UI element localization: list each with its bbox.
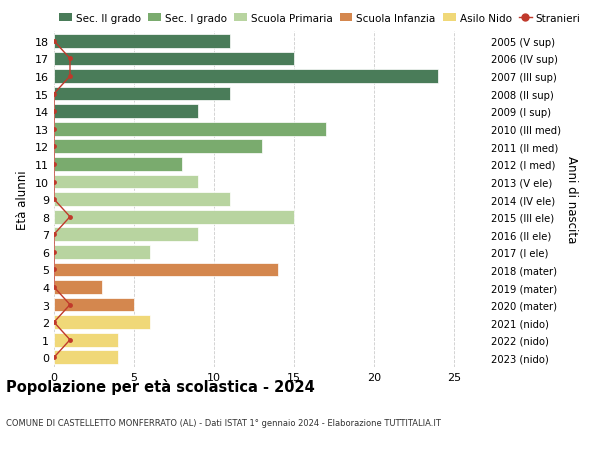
Bar: [54, 298, 134, 312]
Bar: [54, 70, 438, 84]
Bar: [54, 140, 262, 154]
Y-axis label: Età alunni: Età alunni: [16, 170, 29, 230]
Bar: [54, 351, 118, 364]
Bar: [54, 210, 294, 224]
Bar: [54, 280, 102, 294]
Bar: [54, 105, 198, 119]
Bar: [54, 158, 182, 171]
Bar: [54, 316, 150, 329]
Bar: [54, 35, 230, 49]
Y-axis label: Anni di nascita: Anni di nascita: [565, 156, 578, 243]
Bar: [54, 193, 230, 207]
Bar: [54, 246, 150, 259]
Text: COMUNE DI CASTELLETTO MONFERRATO (AL) - Dati ISTAT 1° gennaio 2024 - Elaborazion: COMUNE DI CASTELLETTO MONFERRATO (AL) - …: [6, 418, 441, 427]
Bar: [54, 123, 326, 136]
Legend: Sec. II grado, Sec. I grado, Scuola Primaria, Scuola Infanzia, Asilo Nido, Stran: Sec. II grado, Sec. I grado, Scuola Prim…: [59, 14, 581, 23]
Bar: [54, 263, 278, 277]
Bar: [54, 333, 118, 347]
Bar: [54, 88, 230, 101]
Bar: [54, 228, 198, 241]
Bar: [54, 52, 294, 66]
Bar: [54, 175, 198, 189]
Text: Popolazione per età scolastica - 2024: Popolazione per età scolastica - 2024: [6, 379, 315, 395]
